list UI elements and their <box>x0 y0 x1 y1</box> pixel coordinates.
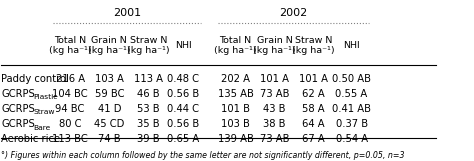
Text: Paddy control: Paddy control <box>1 74 69 84</box>
Text: Aerobic rice: Aerobic rice <box>1 134 61 144</box>
Text: GCRPS: GCRPS <box>1 119 35 129</box>
Text: 104 BC: 104 BC <box>52 89 88 99</box>
Text: Grain N
(kg ha⁻¹): Grain N (kg ha⁻¹) <box>88 36 131 55</box>
Text: 0.37 B: 0.37 B <box>336 119 368 129</box>
Text: 103 B: 103 B <box>221 119 250 129</box>
Text: 67 A: 67 A <box>302 134 325 144</box>
Text: 101 B: 101 B <box>221 104 250 114</box>
Text: 0.54 A: 0.54 A <box>336 134 368 144</box>
Text: GCRPS: GCRPS <box>1 89 35 99</box>
Text: 94 BC: 94 BC <box>55 104 85 114</box>
Text: Total N
(kg ha⁻¹): Total N (kg ha⁻¹) <box>214 36 257 55</box>
Text: Bare: Bare <box>33 125 50 131</box>
Text: °) Figures within each column followed by the same letter are not significantly : °) Figures within each column followed b… <box>1 151 405 160</box>
Text: 2002: 2002 <box>279 8 308 18</box>
Text: 0.55 A: 0.55 A <box>336 89 368 99</box>
Text: 2001: 2001 <box>113 8 141 18</box>
Text: GCRPS: GCRPS <box>1 104 35 114</box>
Text: 0.48 C: 0.48 C <box>167 74 199 84</box>
Text: 0.41 AB: 0.41 AB <box>332 104 371 114</box>
Text: 73 AB: 73 AB <box>260 134 289 144</box>
Text: 38 B: 38 B <box>264 119 286 129</box>
Text: 39 B: 39 B <box>137 134 160 144</box>
Text: 53 B: 53 B <box>137 104 160 114</box>
Text: 45 CD: 45 CD <box>94 119 125 129</box>
Text: 35 B: 35 B <box>137 119 160 129</box>
Text: 41 D: 41 D <box>98 104 121 114</box>
Text: 0.56 B: 0.56 B <box>167 119 200 129</box>
Text: 0.56 B: 0.56 B <box>167 89 200 99</box>
Text: Straw N
(kg ha⁻¹): Straw N (kg ha⁻¹) <box>292 36 335 55</box>
Text: 135 AB: 135 AB <box>218 89 254 99</box>
Text: Straw: Straw <box>33 109 55 115</box>
Text: 0.65 A: 0.65 A <box>167 134 200 144</box>
Text: 0.44 C: 0.44 C <box>167 104 199 114</box>
Text: Straw N
(kg ha⁻¹): Straw N (kg ha⁻¹) <box>127 36 170 55</box>
Text: 202 A: 202 A <box>221 74 250 84</box>
Text: 101 A: 101 A <box>299 74 328 84</box>
Text: 43 B: 43 B <box>264 104 286 114</box>
Text: 74 B: 74 B <box>98 134 120 144</box>
Text: 59 BC: 59 BC <box>94 89 124 99</box>
Text: 103 A: 103 A <box>95 74 124 84</box>
Text: 62 A: 62 A <box>302 89 325 99</box>
Text: 73 AB: 73 AB <box>260 89 289 99</box>
Text: 46 B: 46 B <box>137 89 160 99</box>
Text: Plastic: Plastic <box>33 94 57 100</box>
Text: 113 BC: 113 BC <box>52 134 88 144</box>
Text: NHI: NHI <box>175 41 191 50</box>
Text: 101 A: 101 A <box>260 74 289 84</box>
Text: 0.50 AB: 0.50 AB <box>332 74 371 84</box>
Text: NHI: NHI <box>343 41 360 50</box>
Text: Total N
(kg ha⁻¹): Total N (kg ha⁻¹) <box>49 36 91 55</box>
Text: Grain N
(kg ha⁻¹): Grain N (kg ha⁻¹) <box>253 36 296 55</box>
Text: 80 C: 80 C <box>59 119 82 129</box>
Text: 113 A: 113 A <box>134 74 163 84</box>
Text: 139 AB: 139 AB <box>218 134 254 144</box>
Text: 64 A: 64 A <box>302 119 325 129</box>
Text: 216 A: 216 A <box>55 74 85 84</box>
Text: 58 A: 58 A <box>302 104 325 114</box>
